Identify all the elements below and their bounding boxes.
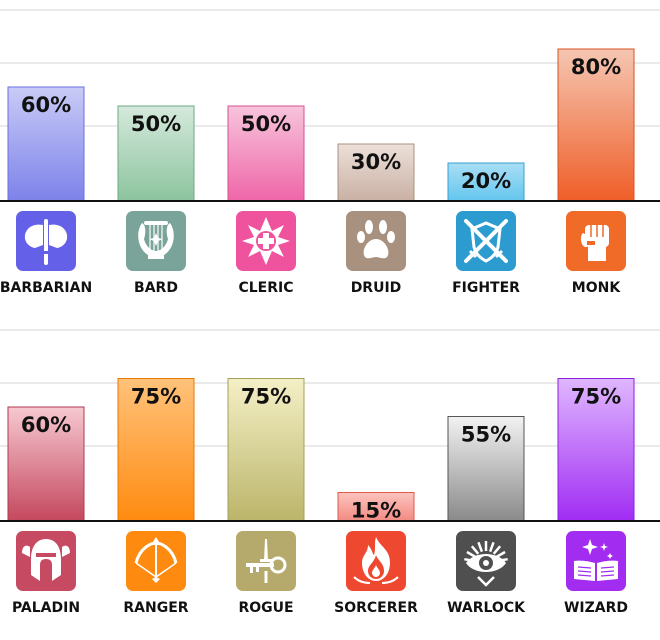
all-seeing-eye-icon bbox=[456, 531, 516, 591]
value-label-wizard: 75% bbox=[571, 385, 621, 409]
crossed-swords-shield-icon bbox=[456, 211, 516, 271]
category-label-barbarian: BARBARIAN bbox=[0, 280, 92, 296]
value-label-rogue: 75% bbox=[241, 385, 291, 409]
bar-cleric bbox=[227, 105, 305, 202]
flame-icon bbox=[346, 531, 406, 591]
chart-panel-1: 60% BARBARIAN 50% BARD 50% CLERIC 30% DRUID 20% F… bbox=[0, 9, 660, 296]
dagger-key-icon bbox=[236, 531, 296, 591]
value-label-druid: 30% bbox=[351, 150, 401, 174]
category-label-warlock: WARLOCK bbox=[447, 600, 526, 616]
bar-paladin bbox=[7, 406, 85, 522]
value-label-sorcerer: 15% bbox=[351, 499, 401, 523]
category-label-bard: BARD bbox=[134, 280, 178, 296]
winged-helmet-icon bbox=[16, 531, 76, 591]
value-label-monk: 80% bbox=[571, 55, 621, 79]
category-label-cleric: CLERIC bbox=[238, 280, 293, 296]
bar-ranger bbox=[117, 378, 195, 522]
bar-druid bbox=[337, 143, 415, 202]
category-label-rogue: ROGUE bbox=[238, 600, 293, 616]
bar-bard bbox=[117, 105, 195, 202]
category-label-monk: MONK bbox=[572, 280, 622, 296]
category-label-wizard: WIZARD bbox=[564, 600, 628, 616]
paw-print-icon bbox=[346, 211, 406, 271]
category-label-druid: DRUID bbox=[351, 280, 402, 296]
category-label-ranger: RANGER bbox=[123, 600, 188, 616]
bar-warlock bbox=[447, 416, 525, 522]
value-label-bard: 50% bbox=[131, 112, 181, 136]
value-label-barbarian: 60% bbox=[21, 93, 71, 117]
bar-fighter bbox=[447, 162, 525, 202]
value-label-paladin: 60% bbox=[21, 413, 71, 437]
double-axe-icon bbox=[16, 211, 76, 271]
spellbook-icon bbox=[566, 531, 626, 591]
value-label-fighter: 20% bbox=[461, 169, 511, 193]
bar-wizard bbox=[557, 378, 635, 522]
holy-cross-icon bbox=[236, 211, 296, 271]
value-label-warlock: 55% bbox=[461, 423, 511, 447]
category-label-fighter: FIGHTER bbox=[452, 280, 520, 296]
raised-fist-icon bbox=[566, 211, 626, 271]
category-label-sorcerer: SORCERER bbox=[334, 600, 418, 616]
bar-barbarian bbox=[7, 86, 85, 202]
bow-arrow-icon bbox=[126, 531, 186, 591]
value-label-ranger: 75% bbox=[131, 385, 181, 409]
chart-panel-2: 60% PALADIN 75% RANGER 75% ROGUE 15% SORCERER 55… bbox=[0, 329, 660, 616]
lyre-icon bbox=[126, 211, 186, 271]
bar-sorcerer bbox=[337, 492, 415, 522]
value-label-cleric: 50% bbox=[241, 112, 291, 136]
bar-monk bbox=[557, 48, 635, 202]
category-label-paladin: PALADIN bbox=[12, 600, 80, 616]
